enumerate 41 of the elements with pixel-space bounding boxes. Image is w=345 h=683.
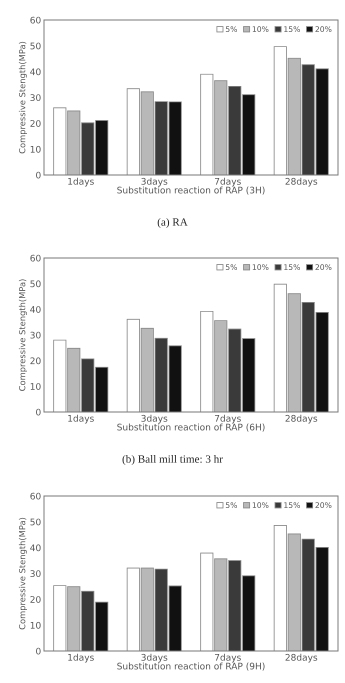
x-tick-label: 7days: [214, 178, 241, 187]
x-tick-label: 1days: [68, 654, 94, 663]
y-tick-label: 40: [30, 68, 41, 76]
y-axis-title: Compressive Stength(MPa): [18, 279, 27, 391]
text: (b) Ball mill time: 3 hr: [122, 454, 223, 466]
x-tick-label: 28days: [286, 178, 318, 187]
x-axis-title: Substitution reaction of RAP (3H): [117, 186, 265, 195]
y-tick-label: 60: [30, 254, 41, 262]
y-tick-label: 60: [30, 16, 41, 24]
y-tick-label: 20: [30, 357, 41, 364]
text: (a) RA: [158, 218, 188, 228]
x-tick-label: 7days: [214, 414, 241, 424]
x-tick-label: 28days: [286, 414, 318, 424]
y-tick-label: 10: [30, 146, 41, 153]
y-tick-label: 30: [30, 570, 41, 578]
y-tick-label: 20: [30, 596, 41, 603]
y-tick-label: 40: [30, 306, 41, 313]
y-tick-label: 10: [30, 622, 41, 629]
y-tick-label: 50: [30, 42, 41, 50]
x-tick-label: 1days: [68, 178, 94, 187]
y-tick-label: 50: [30, 518, 41, 526]
y-tick-label: 50: [30, 280, 41, 288]
y-axis-title: Compressive Stength(MPa): [18, 42, 27, 154]
y-tick-label: 20: [30, 120, 41, 127]
x-tick-label: 7days: [214, 654, 241, 663]
y-axis-title: Compressive Stength(MPa): [18, 518, 27, 630]
x-tick-label: 1days: [68, 414, 94, 424]
y-tick-label: 0: [36, 172, 41, 179]
y-tick-label: 30: [30, 332, 41, 339]
x-tick-label: 3days: [141, 414, 168, 424]
x-axis-title: Substitution reaction of RAP (6H): [117, 424, 265, 432]
x-axis-title: Substitution reaction of RAP (9H): [117, 662, 265, 671]
y-tick-label: 10: [30, 383, 41, 390]
y-tick-label: 60: [30, 492, 41, 500]
y-tick-label: 0: [36, 648, 41, 655]
x-tick-label: 3days: [141, 654, 168, 663]
y-tick-label: 40: [30, 544, 41, 552]
y-tick-label: 0: [36, 408, 41, 416]
y-tick-label: 30: [30, 94, 41, 102]
x-tick-label: 3days: [141, 178, 168, 187]
x-tick-label: 28days: [286, 654, 318, 663]
